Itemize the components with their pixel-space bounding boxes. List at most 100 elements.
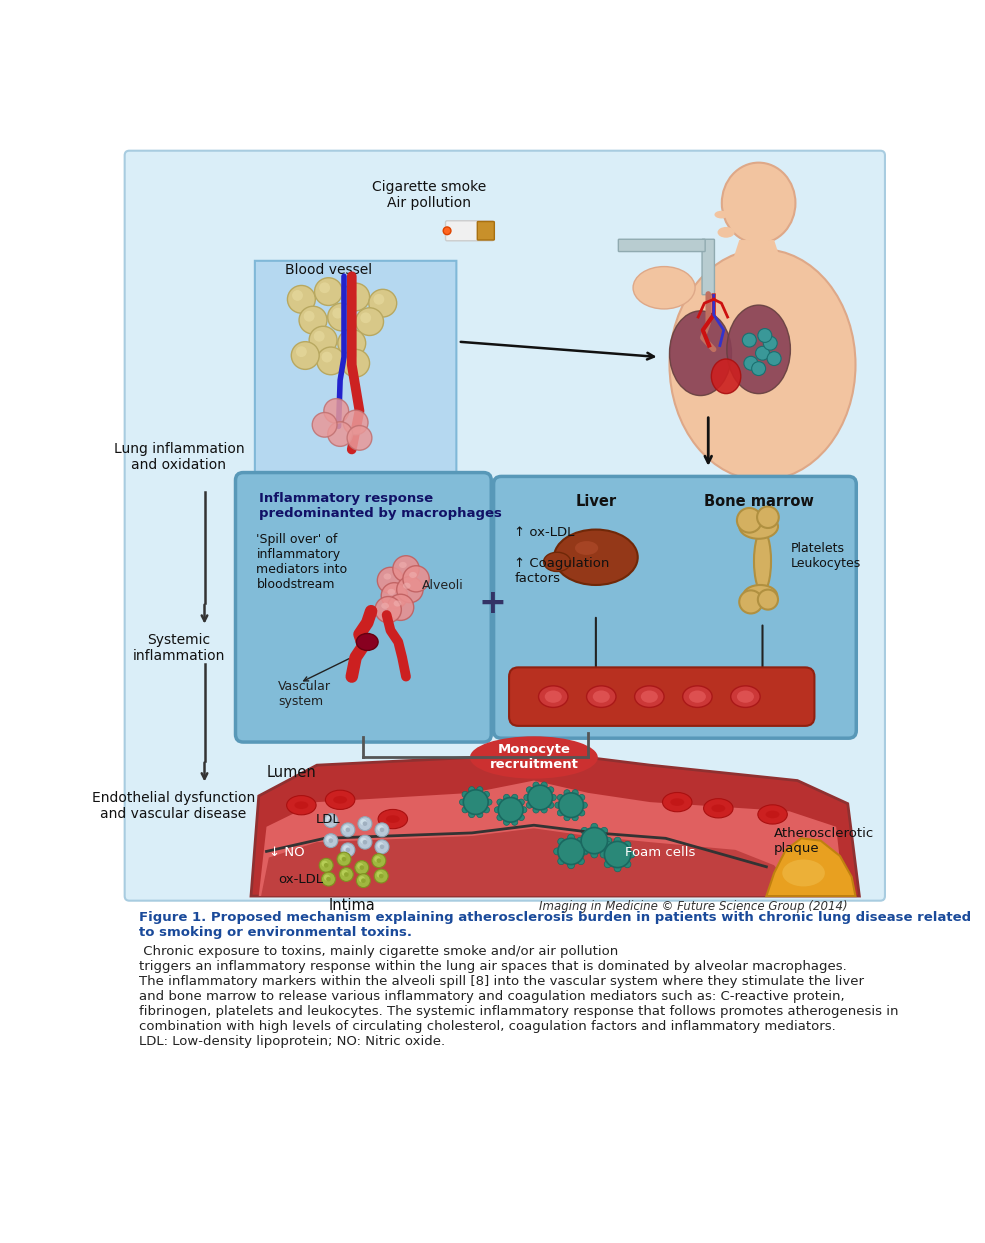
Circle shape (403, 566, 429, 592)
Circle shape (361, 312, 371, 323)
Ellipse shape (722, 163, 796, 244)
Circle shape (328, 303, 356, 331)
Circle shape (558, 794, 563, 800)
Text: Cigarette smoke
Air pollution: Cigarette smoke Air pollution (372, 180, 487, 210)
Circle shape (524, 794, 530, 800)
Text: Liver: Liver (575, 495, 617, 510)
Circle shape (340, 854, 346, 860)
Ellipse shape (575, 541, 598, 554)
Circle shape (293, 290, 303, 301)
Text: Imaging in Medicine © Future Science Group (2014): Imaging in Medicine © Future Science Gro… (539, 900, 848, 912)
Ellipse shape (554, 530, 637, 585)
Circle shape (601, 828, 608, 834)
Circle shape (541, 807, 548, 813)
Polygon shape (255, 261, 456, 527)
Text: Chronic exposure to toxins, mainly cigarette smoke and/or air pollution
triggers: Chronic exposure to toxins, mainly cigar… (139, 946, 898, 1048)
Circle shape (577, 858, 584, 865)
Circle shape (329, 838, 333, 843)
Circle shape (375, 823, 389, 837)
Circle shape (376, 871, 383, 878)
Ellipse shape (634, 686, 664, 707)
Circle shape (591, 823, 598, 830)
Ellipse shape (641, 690, 658, 702)
Circle shape (518, 799, 524, 805)
Circle shape (477, 812, 483, 818)
Circle shape (757, 328, 772, 342)
Circle shape (563, 814, 570, 820)
Circle shape (605, 837, 612, 844)
Circle shape (744, 357, 757, 370)
Text: Figure 1. Proposed mechanism explaining atherosclerosis burden in patients with : Figure 1. Proposed mechanism explaining … (139, 911, 971, 940)
Circle shape (614, 837, 622, 844)
Circle shape (317, 347, 345, 375)
Circle shape (498, 798, 523, 822)
Circle shape (375, 840, 389, 854)
Circle shape (577, 838, 584, 845)
Circle shape (462, 792, 468, 798)
Circle shape (338, 329, 365, 357)
Ellipse shape (386, 815, 400, 823)
Circle shape (377, 843, 383, 848)
Ellipse shape (381, 603, 389, 609)
Ellipse shape (711, 804, 725, 812)
Circle shape (319, 282, 330, 293)
Circle shape (337, 853, 351, 866)
Circle shape (558, 858, 564, 865)
Circle shape (767, 352, 781, 365)
Circle shape (314, 277, 343, 306)
Text: Intima: Intima (328, 897, 375, 912)
Circle shape (528, 786, 553, 810)
Circle shape (326, 815, 332, 822)
Circle shape (558, 838, 584, 864)
Ellipse shape (633, 266, 695, 310)
Circle shape (329, 818, 333, 823)
Ellipse shape (357, 634, 378, 650)
Ellipse shape (754, 531, 771, 592)
Circle shape (292, 342, 319, 369)
Text: ox-LDL: ox-LDL (278, 873, 323, 886)
Circle shape (555, 802, 561, 808)
Text: ↑ Coagulation
factors: ↑ Coagulation factors (514, 557, 610, 585)
Circle shape (357, 874, 370, 888)
Circle shape (361, 819, 366, 825)
Text: Vascular
system: Vascular system (278, 680, 331, 709)
Circle shape (604, 842, 612, 848)
Circle shape (299, 306, 327, 334)
Ellipse shape (333, 796, 347, 804)
Circle shape (740, 590, 762, 614)
Circle shape (343, 845, 350, 851)
Text: Lung inflammation
and oxidation: Lung inflammation and oxidation (113, 441, 244, 472)
Circle shape (324, 399, 349, 424)
Circle shape (614, 865, 622, 871)
Circle shape (604, 861, 612, 868)
Circle shape (469, 787, 475, 793)
Polygon shape (728, 276, 798, 303)
Circle shape (577, 837, 584, 844)
Ellipse shape (295, 802, 308, 809)
Circle shape (288, 286, 315, 313)
Ellipse shape (545, 690, 561, 702)
Ellipse shape (683, 686, 712, 707)
Polygon shape (251, 746, 859, 896)
Circle shape (319, 859, 333, 873)
Circle shape (342, 856, 347, 861)
Circle shape (324, 814, 338, 828)
Circle shape (324, 875, 330, 880)
Circle shape (379, 844, 384, 849)
Circle shape (459, 799, 466, 805)
Text: Lumen: Lumen (267, 766, 316, 781)
Circle shape (578, 794, 585, 800)
Circle shape (379, 874, 383, 879)
Ellipse shape (740, 515, 778, 538)
Ellipse shape (663, 793, 692, 812)
Circle shape (362, 840, 367, 844)
Circle shape (326, 837, 332, 843)
Circle shape (343, 334, 354, 344)
Circle shape (737, 508, 761, 532)
Circle shape (303, 311, 314, 322)
Circle shape (462, 807, 468, 813)
Circle shape (578, 809, 585, 815)
FancyBboxPatch shape (235, 472, 492, 742)
Circle shape (757, 589, 778, 609)
Circle shape (397, 577, 423, 603)
